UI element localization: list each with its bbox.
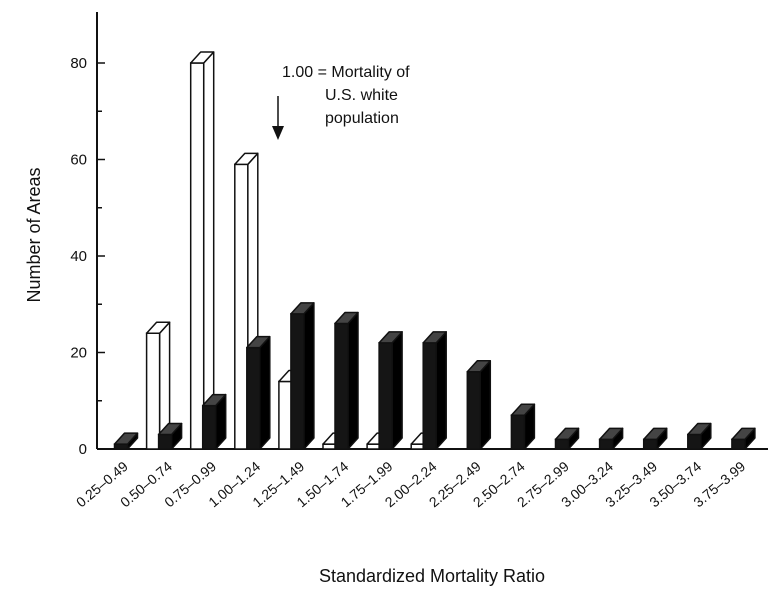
y-tick-label: 20 (70, 345, 87, 362)
y-tick-label: 60 (70, 152, 87, 169)
bar-dark-5-top (334, 311, 359, 325)
bar-dark-3 (246, 335, 271, 450)
annotation-line-3: population (325, 110, 399, 127)
bar-dark-5-side (347, 311, 359, 450)
bar-dark-11-top (598, 427, 624, 441)
bar-white-3-top (234, 152, 259, 166)
bar-white-1-front (145, 332, 161, 450)
bar-dark-4-top (290, 302, 315, 315)
bar-dark-4-side (303, 302, 315, 450)
bar-dark-12-front (642, 438, 658, 450)
bar-dark-10-front (554, 438, 570, 450)
bar-dark-14-top (731, 427, 756, 441)
y-axis-title: Number of Areas (24, 167, 44, 302)
bar-white-2 (189, 51, 215, 450)
bar-dark-2-top (201, 393, 227, 407)
bar-dark-13 (687, 422, 712, 450)
bar-dark-1-front (157, 433, 173, 450)
annotation-line-1: 1.00 = Mortality of (282, 64, 410, 81)
bar-dark-9 (510, 403, 536, 450)
bar-white-4-front (278, 380, 293, 450)
bar-dark-1-top (157, 422, 183, 436)
bar-dark-4 (290, 302, 315, 450)
bar-dark-1 (157, 422, 183, 450)
bar-dark-0 (113, 432, 139, 450)
bar-dark-7-front (422, 342, 437, 450)
bar-dark-12 (642, 427, 668, 450)
bar-white-1 (145, 321, 171, 450)
bar-dark-9-front (510, 414, 526, 450)
bar-white-1-top (145, 321, 171, 334)
bar-dark-8 (466, 360, 492, 450)
bar-dark-14 (731, 427, 756, 450)
bar-dark-0-top (113, 432, 139, 445)
bar-dark-5-front (334, 322, 349, 450)
bar-dark-2-front (201, 404, 217, 450)
bar-dark-6-side (391, 331, 403, 450)
bar-dark-14-front (731, 438, 746, 450)
bar-dark-7-side (435, 331, 447, 450)
bar-dark-10-top (554, 427, 580, 441)
bar-dark-11-front (598, 438, 614, 450)
bar-dark-13-front (687, 433, 702, 450)
y-tick-label: 40 (70, 248, 87, 265)
bar-dark-7 (422, 331, 447, 450)
annotation-line-2: U.S. white (325, 87, 398, 104)
annotation-arrow-head (272, 126, 284, 140)
bars (113, 51, 756, 450)
bar-dark-6 (378, 331, 403, 450)
bar-dark-8-top (466, 360, 492, 373)
bar-dark-3-top (246, 335, 271, 349)
x-axis-title: Standardized Mortality Ratio (319, 566, 545, 586)
bar-dark-8-side (479, 360, 492, 450)
bar-dark-3-side (259, 335, 271, 450)
bar-dark-13-top (687, 422, 712, 436)
bar-dark-4-front (290, 313, 305, 450)
bar-dark-10 (554, 427, 580, 450)
bar-dark-6-top (378, 331, 403, 344)
bar-white-2-side (202, 51, 215, 450)
bar-dark-11 (598, 427, 624, 450)
bar-dark-6-front (378, 342, 393, 450)
bar-dark-3-front (246, 346, 261, 450)
bar-white-3-front (234, 163, 249, 450)
bar-white-2-front (189, 62, 205, 450)
bar-dark-12-top (642, 427, 668, 441)
annotation: 1.00 = Mortality of U.S. white populatio… (272, 64, 410, 140)
y-tick-label: 0 (79, 441, 87, 458)
bar-dark-2 (201, 393, 227, 450)
bar-dark-8-front (466, 371, 482, 450)
bar-dark-5 (334, 311, 359, 450)
y-tick-label: 80 (70, 55, 87, 72)
bar-white-2-top (189, 51, 215, 64)
bar-dark-9-top (510, 403, 536, 416)
bar-dark-7-top (422, 331, 447, 344)
